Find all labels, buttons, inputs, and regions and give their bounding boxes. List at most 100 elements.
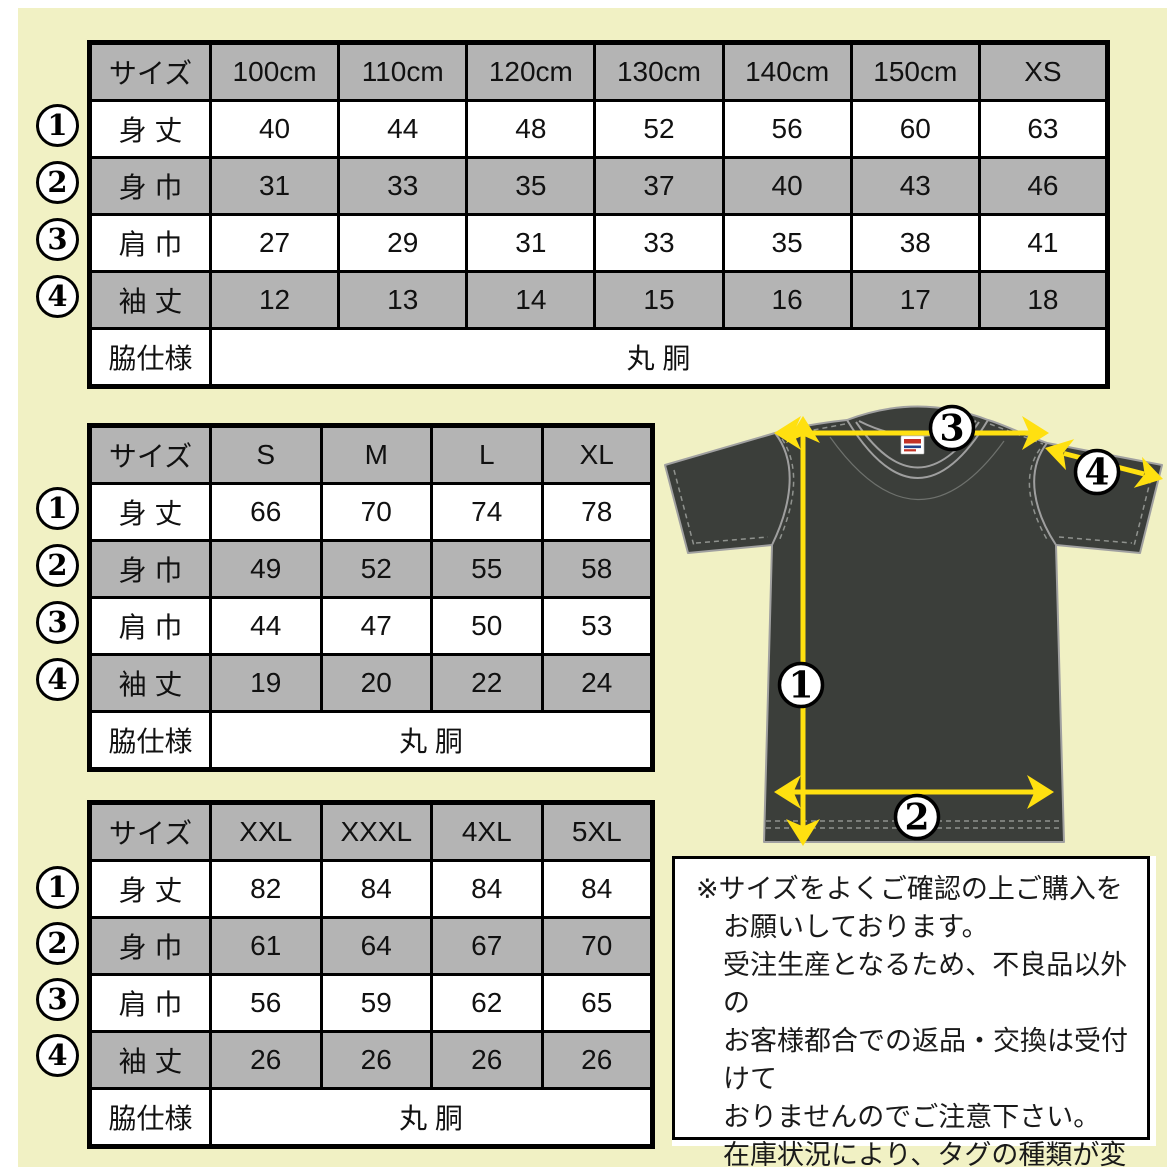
value-cell: 丸 胴 <box>209 710 654 771</box>
note-line: ※サイズをよくご確認の上ご購入を <box>696 874 1123 904</box>
value-cell: 38 <box>849 213 981 273</box>
value-cell: 24 <box>540 653 654 713</box>
table-row-body-width: 身 巾 61 64 67 70 <box>88 916 654 976</box>
value-cell: 82 <box>209 859 323 919</box>
header-cell: 110cm <box>337 41 469 102</box>
value-cell: 40 <box>208 99 341 159</box>
measure-arrow-1 <box>786 416 820 846</box>
value-cell: 27 <box>208 213 341 273</box>
value-cell: 16 <box>721 270 853 330</box>
measure-arrows <box>774 416 1163 846</box>
header-cell: S <box>209 424 323 485</box>
header-cell: M <box>319 424 433 485</box>
header-cell: サイズ <box>88 424 212 485</box>
purchase-note-text: ※サイズをよくご確認の上ご購入を お願いしております。 受注生産となるため、不良… <box>696 870 1142 1167</box>
table-row-body-length: 身 丈 66 70 74 78 <box>88 482 654 542</box>
header-cell: L <box>430 424 544 485</box>
value-cell: 49 <box>209 539 323 599</box>
row-number-badge-3: 3 <box>36 978 79 1021</box>
header-cell: 140cm <box>721 41 853 102</box>
value-cell: 55 <box>430 539 544 599</box>
row-label: 脇仕様 <box>88 1087 212 1148</box>
diagram-number-1: 1 <box>788 665 813 707</box>
stitch-sleeve-hem-left <box>695 536 769 544</box>
measure-arrow-3 <box>774 416 1049 450</box>
table-row-side-spec: 脇仕様 丸 胴 <box>88 1087 654 1148</box>
value-cell: 35 <box>721 213 853 273</box>
table-row-shoulder-width: 肩 巾 56 59 62 65 <box>88 973 654 1033</box>
value-cell: 62 <box>430 973 544 1033</box>
table-header-row: サイズ S M L XL <box>88 424 654 485</box>
value-cell: 14 <box>465 270 597 330</box>
diagram-number-2: 2 <box>904 797 929 839</box>
row-number-badge-4: 4 <box>36 658 79 701</box>
header-cell: XXXL <box>319 801 433 862</box>
diagram-number-4: 4 <box>1084 452 1109 494</box>
note-line: 在庫状況により、タグの種類が変更に <box>723 1140 1127 1167</box>
value-cell: 31 <box>208 156 341 216</box>
diagram-number-badges: 3 4 1 2 <box>777 404 1121 841</box>
value-cell: 50 <box>430 596 544 656</box>
value-cell: 66 <box>209 482 323 542</box>
value-cell: 84 <box>430 859 544 919</box>
value-cell: 33 <box>337 156 469 216</box>
row-label: 身 丈 <box>88 482 212 542</box>
value-cell: 46 <box>977 156 1110 216</box>
value-cell: 64 <box>319 916 433 976</box>
row-label: 身 丈 <box>88 99 212 159</box>
note-line: 受注生産となるため、不良品以外の <box>723 950 1128 1018</box>
header-cell: XXL <box>209 801 323 862</box>
value-cell: 61 <box>209 916 323 976</box>
row-number-badge-2: 2 <box>36 161 79 204</box>
collar-front-outer-line <box>846 419 989 479</box>
row-number-badge-3: 3 <box>36 218 79 261</box>
value-cell: 44 <box>209 596 323 656</box>
table-row-body-width: 身 巾 49 52 55 58 <box>88 539 654 599</box>
stitch-sleeve-hem-right <box>1058 536 1133 544</box>
stitch-shoulder-left <box>781 423 846 437</box>
stitch-sleeve-outer-left <box>673 469 695 547</box>
value-cell: 29 <box>337 213 469 273</box>
header-cell: 5XL <box>540 801 654 862</box>
value-cell: 48 <box>465 99 597 159</box>
row-label: 袖 丈 <box>88 270 212 330</box>
row-number-badge-4: 4 <box>36 1034 79 1077</box>
row-label: 袖 丈 <box>88 1030 212 1090</box>
value-cell: 44 <box>337 99 469 159</box>
header-cell: 120cm <box>465 41 597 102</box>
value-cell: 65 <box>540 973 654 1033</box>
row-number-badge-1: 1 <box>36 866 79 909</box>
value-cell: 26 <box>209 1030 323 1090</box>
header-cell: サイズ <box>88 801 212 862</box>
header-cell: 130cm <box>593 41 725 102</box>
value-cell: 13 <box>337 270 469 330</box>
value-cell: 22 <box>430 653 544 713</box>
row-number-badge-2: 2 <box>36 544 79 587</box>
size-table-big: サイズ XXL XXXL 4XL 5XL 身 丈 82 84 84 84 身 巾… <box>87 800 655 1149</box>
value-cell: 70 <box>319 482 433 542</box>
value-cell: 52 <box>593 99 725 159</box>
value-cell: 56 <box>721 99 853 159</box>
header-cell: XL <box>540 424 654 485</box>
tshirt-diagram: 3 4 1 2 <box>664 404 1163 846</box>
value-cell: 17 <box>849 270 981 330</box>
row-label: 肩 巾 <box>88 973 212 1033</box>
value-cell: 70 <box>540 916 654 976</box>
header-cell: 100cm <box>208 41 341 102</box>
value-cell: 26 <box>430 1030 544 1090</box>
row-label: 身 巾 <box>88 539 212 599</box>
value-cell: 74 <box>430 482 544 542</box>
size-table-kids: サイズ 100cm 110cm 120cm 130cm 140cm 150cm … <box>87 40 1110 389</box>
value-cell: 15 <box>593 270 725 330</box>
note-line: お客様都合での返品・交換は受付けて <box>723 1026 1128 1094</box>
measure-arrow-2 <box>774 775 1054 809</box>
white-frame-top <box>0 0 1167 8</box>
table-row-sleeve-length: 袖 丈 19 20 22 24 <box>88 653 654 713</box>
value-cell: 31 <box>465 213 597 273</box>
value-cell: 58 <box>540 539 654 599</box>
value-cell: 47 <box>319 596 433 656</box>
sleeve-seam-left <box>771 432 791 546</box>
value-cell: 40 <box>721 156 853 216</box>
value-cell: 60 <box>849 99 981 159</box>
